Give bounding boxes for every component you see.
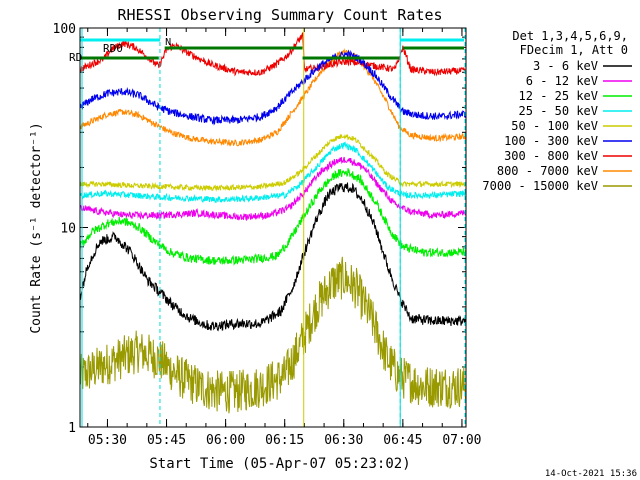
legend-entry-label: 300 - 800 keV xyxy=(504,149,598,163)
series-group xyxy=(79,31,467,414)
x-tick-label: 06:45 xyxy=(383,433,422,448)
legend-entry-label: 6 - 12 keV xyxy=(526,74,598,88)
series-line xyxy=(79,168,467,266)
x-tick-label: 06:30 xyxy=(324,433,363,448)
legend-entry-label: 7000 - 15000 keV xyxy=(482,179,598,193)
x-tick-label: 07:00 xyxy=(442,433,481,448)
legend-header-line: Det 1,3,4,5,6,9, xyxy=(512,29,628,43)
legend: Det 1,3,4,5,6,9,FDecim 1, Att 0 3 - 6 keV… xyxy=(482,29,632,193)
plot-frame xyxy=(79,27,467,428)
rd-label: RD xyxy=(69,51,82,64)
overlay-marks: RD0 RD N xyxy=(69,28,466,427)
x-tick-label: 05:45 xyxy=(147,433,186,448)
legend-entry-label: 12 - 25 keV xyxy=(519,89,598,103)
legend-entry-label: 50 - 100 keV xyxy=(511,119,598,133)
legend-entry-label: 25 - 50 keV xyxy=(519,104,598,118)
series-line xyxy=(79,182,467,332)
chart-title: RHESSI Observing Summary Count Rates xyxy=(117,6,442,24)
series-line xyxy=(79,141,467,204)
legend-entry-label: 100 - 300 keV xyxy=(504,134,598,148)
legend-entry-label: 3 - 6 keV xyxy=(533,59,598,73)
series-line xyxy=(79,134,467,192)
series-line xyxy=(79,49,467,126)
axis-ticks: 1 10 100 05:30 05:45 06:00 06:15 06:30 06:45 07:0… xyxy=(53,22,482,448)
x-tick-label: 06:00 xyxy=(206,433,245,448)
x-axis-label: Start Time (05-Apr-07 05:23:02) xyxy=(149,456,410,472)
legend-header-line: FDecim 1, Att 0 xyxy=(520,43,628,57)
x-tick-label: 06:15 xyxy=(265,433,304,448)
y-tick-label: 1 xyxy=(68,421,76,436)
legend-entry-label: 800 - 7000 keV xyxy=(497,164,598,178)
y-tick-label: 100 xyxy=(53,22,76,37)
x-tick-label: 05:30 xyxy=(88,433,127,448)
y-tick-label: 10 xyxy=(60,222,76,237)
footer-date: 14-Oct-2021 15:36 xyxy=(545,469,637,479)
rd0-label: RD0 xyxy=(103,42,123,55)
n-label: N xyxy=(165,37,171,48)
series-line xyxy=(79,156,467,222)
y-axis-label: Count Rate (s⁻¹ detector⁻¹) xyxy=(29,122,44,333)
series-line xyxy=(79,48,467,147)
series-line xyxy=(79,31,467,77)
series-line xyxy=(79,256,467,414)
